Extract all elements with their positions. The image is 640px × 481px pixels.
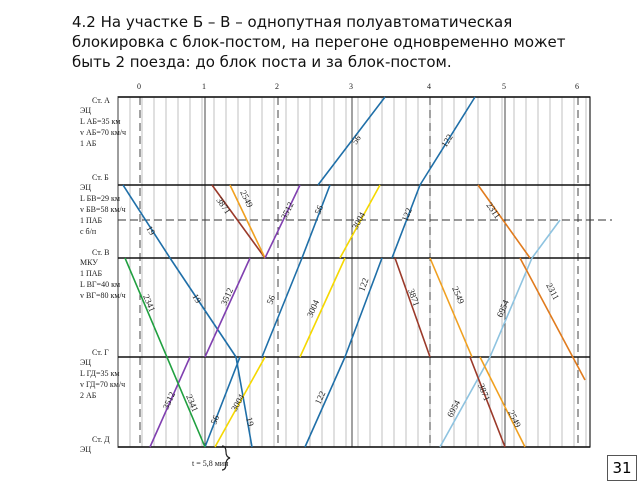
train-line bbox=[439, 356, 491, 448]
train-line bbox=[519, 257, 586, 381]
time-note: t = 5,8 мин bbox=[192, 459, 229, 468]
hour-label: 3 bbox=[349, 82, 353, 91]
hour-label: 5 bbox=[502, 82, 506, 91]
train-number: 3512 bbox=[279, 200, 296, 221]
train-line bbox=[261, 257, 303, 358]
train-number: 56 bbox=[349, 133, 363, 147]
train-line bbox=[477, 184, 531, 259]
train-line bbox=[264, 184, 301, 259]
train-line bbox=[211, 184, 266, 259]
train-number: 122 bbox=[313, 389, 328, 405]
train-number: 3512 bbox=[161, 390, 177, 411]
brace bbox=[221, 445, 231, 471]
train-number: 3871 bbox=[214, 195, 233, 215]
train-line bbox=[229, 184, 266, 259]
train-number: 6954 bbox=[495, 298, 511, 319]
station-info: МКУ bbox=[80, 258, 98, 267]
station-name: Ст. А bbox=[92, 96, 110, 105]
train-line bbox=[479, 356, 526, 448]
station-info: v БВ=58 км/ч bbox=[80, 205, 126, 214]
station-info: v ГД=70 км/ч bbox=[80, 380, 125, 389]
station-info: 1 ПАБ bbox=[80, 216, 103, 225]
train-line bbox=[419, 96, 476, 186]
train-line bbox=[204, 356, 241, 448]
train-line bbox=[391, 184, 421, 259]
train-number: 122 bbox=[400, 206, 414, 222]
hour-label: 4 bbox=[427, 82, 431, 91]
train-line bbox=[304, 356, 346, 448]
train-line bbox=[339, 184, 381, 259]
train-number: 6954 bbox=[445, 398, 463, 419]
title-line: блокировка с блок-постом, на перегоне од… bbox=[72, 33, 566, 51]
station-info: ЭЦ bbox=[80, 183, 91, 192]
station-info: 1 ПАБ bbox=[80, 269, 103, 278]
hour-label: 1 bbox=[202, 82, 206, 91]
train-lines bbox=[122, 96, 586, 448]
title-line: быть 2 поезда: до блок поста и за блок-п… bbox=[72, 53, 452, 71]
train-number: 56 bbox=[265, 293, 278, 306]
station-info: L ГД=35 км bbox=[80, 369, 119, 378]
train-line bbox=[489, 257, 533, 358]
train-line bbox=[235, 356, 253, 448]
train-number: 56 bbox=[209, 413, 222, 426]
train-line bbox=[169, 257, 237, 358]
train-line bbox=[531, 219, 561, 259]
station-info: v АБ=70 км/ч bbox=[80, 128, 126, 137]
train-number: 122 bbox=[356, 277, 370, 293]
train-number: 19 bbox=[244, 416, 256, 428]
title: 4.2 На участке Б – В – однопутная полуав… bbox=[72, 12, 566, 72]
title-line: 4.2 На участке Б – В – однопутная полуав… bbox=[72, 13, 513, 31]
grid bbox=[117, 96, 612, 448]
station-info: с б/п bbox=[80, 227, 97, 236]
station-info: v ВГ=80 км/ч bbox=[80, 291, 126, 300]
train-line bbox=[394, 257, 431, 358]
train-number: 56 bbox=[313, 203, 326, 216]
train-line bbox=[214, 356, 266, 448]
train-line bbox=[124, 257, 206, 448]
station-info: L ВГ=40 км bbox=[80, 280, 120, 289]
train-labels: 19 19 19 56 56 56 56 122 122 122 122 695… bbox=[141, 132, 561, 429]
train-number: 2311 bbox=[544, 281, 561, 301]
station-info: ЭЦ bbox=[80, 358, 91, 367]
train-number: 2549 bbox=[450, 285, 466, 306]
station-info: 1 АБ bbox=[80, 139, 97, 148]
train-number: 2549 bbox=[506, 408, 523, 429]
station-name: Ст. Г bbox=[92, 348, 109, 357]
hour-label: 6 bbox=[575, 82, 579, 91]
station-info: L АБ=35 км bbox=[80, 117, 120, 126]
station-info: 2 АБ bbox=[80, 391, 97, 400]
train-number: 19 bbox=[190, 292, 203, 305]
train-line bbox=[122, 184, 171, 259]
hour-label: 0 bbox=[137, 82, 141, 91]
train-line bbox=[299, 257, 346, 358]
hour-label: 2 bbox=[275, 82, 279, 91]
station-name: Ст. Б bbox=[92, 173, 109, 182]
station-info: L БВ=29 км bbox=[80, 194, 120, 203]
train-line bbox=[317, 96, 386, 186]
station-name: Ст. В bbox=[92, 248, 109, 257]
train-line bbox=[149, 356, 191, 448]
station-info: ЭЦ bbox=[80, 106, 91, 115]
station-info: ЭЦ bbox=[80, 445, 91, 454]
train-number: 122 bbox=[439, 132, 455, 149]
train-line bbox=[344, 257, 383, 358]
train-line bbox=[301, 184, 331, 259]
station-name: Ст. Д bbox=[92, 435, 110, 444]
train-line bbox=[429, 257, 473, 358]
train-line bbox=[204, 257, 251, 358]
train-number: 2311 bbox=[484, 200, 502, 220]
train-line bbox=[469, 356, 506, 448]
